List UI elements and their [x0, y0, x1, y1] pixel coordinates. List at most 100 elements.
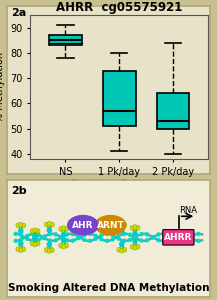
Circle shape	[146, 233, 148, 236]
Circle shape	[36, 229, 40, 233]
PathPatch shape	[49, 35, 82, 45]
Circle shape	[100, 238, 103, 241]
Ellipse shape	[95, 216, 126, 235]
Circle shape	[169, 235, 171, 238]
Circle shape	[191, 234, 194, 237]
Text: AHRR: AHRR	[164, 233, 192, 242]
Circle shape	[59, 226, 63, 231]
Circle shape	[130, 244, 134, 249]
Circle shape	[71, 239, 74, 242]
Circle shape	[197, 232, 200, 235]
Circle shape	[157, 233, 160, 236]
Circle shape	[157, 238, 160, 242]
Circle shape	[117, 237, 120, 240]
Circle shape	[123, 232, 125, 236]
Circle shape	[47, 228, 51, 232]
Circle shape	[62, 238, 66, 242]
Circle shape	[134, 235, 137, 238]
Circle shape	[174, 233, 177, 236]
Circle shape	[19, 222, 23, 227]
Circle shape	[89, 239, 91, 242]
Circle shape	[136, 226, 140, 230]
Circle shape	[44, 222, 49, 227]
Circle shape	[62, 244, 66, 249]
Text: 2b: 2b	[12, 186, 27, 196]
Text: RNA: RNA	[179, 206, 197, 214]
Circle shape	[169, 237, 171, 240]
PathPatch shape	[157, 93, 189, 129]
Y-axis label: % Methylation: % Methylation	[0, 52, 5, 122]
FancyBboxPatch shape	[163, 230, 194, 245]
Circle shape	[77, 235, 80, 238]
Circle shape	[146, 239, 148, 242]
Circle shape	[31, 232, 34, 236]
Title: AHRR  cg05575921: AHRR cg05575921	[56, 1, 182, 14]
Circle shape	[140, 232, 143, 236]
Circle shape	[66, 233, 68, 236]
Circle shape	[129, 233, 131, 236]
Circle shape	[123, 248, 127, 252]
Circle shape	[191, 238, 194, 241]
Circle shape	[117, 235, 120, 238]
Circle shape	[62, 226, 66, 230]
Circle shape	[16, 223, 20, 228]
Circle shape	[83, 233, 85, 236]
Circle shape	[100, 234, 103, 237]
Circle shape	[180, 232, 183, 236]
Circle shape	[94, 234, 97, 237]
Circle shape	[16, 247, 20, 252]
Circle shape	[106, 239, 108, 242]
Circle shape	[112, 238, 114, 241]
Circle shape	[89, 232, 91, 236]
Circle shape	[133, 245, 137, 250]
Circle shape	[22, 223, 26, 228]
Circle shape	[117, 223, 121, 227]
Circle shape	[26, 235, 28, 238]
Circle shape	[136, 244, 140, 249]
Text: ARNT: ARNT	[97, 221, 124, 230]
Text: 2a: 2a	[11, 8, 26, 17]
Circle shape	[186, 237, 188, 240]
Circle shape	[66, 239, 68, 242]
Circle shape	[50, 248, 54, 252]
Circle shape	[19, 248, 23, 252]
Circle shape	[133, 225, 137, 229]
Circle shape	[123, 239, 125, 242]
Circle shape	[37, 233, 40, 236]
Circle shape	[43, 235, 46, 238]
Circle shape	[77, 236, 80, 240]
Circle shape	[130, 226, 134, 230]
Circle shape	[112, 234, 114, 237]
Text: AHR: AHR	[72, 221, 94, 230]
Circle shape	[123, 223, 127, 227]
Circle shape	[140, 239, 143, 242]
Circle shape	[94, 237, 97, 240]
Circle shape	[71, 232, 74, 236]
Circle shape	[117, 248, 121, 252]
Circle shape	[30, 241, 34, 246]
Circle shape	[134, 236, 137, 239]
Circle shape	[129, 238, 131, 242]
Circle shape	[120, 222, 124, 226]
Circle shape	[197, 239, 200, 242]
Circle shape	[106, 232, 108, 235]
Ellipse shape	[68, 216, 98, 235]
Circle shape	[36, 241, 40, 246]
Circle shape	[54, 233, 57, 236]
Circle shape	[47, 242, 51, 247]
Circle shape	[14, 232, 17, 235]
Circle shape	[133, 231, 137, 236]
Circle shape	[54, 239, 57, 242]
Circle shape	[60, 236, 63, 239]
Circle shape	[186, 234, 188, 237]
Text: Smoking Altered DNA Methylation: Smoking Altered DNA Methylation	[8, 283, 209, 293]
Circle shape	[59, 243, 63, 248]
Circle shape	[163, 232, 166, 236]
PathPatch shape	[103, 70, 136, 126]
Circle shape	[20, 238, 23, 241]
Circle shape	[163, 239, 166, 242]
Circle shape	[64, 243, 69, 248]
X-axis label: Smoking Category: Smoking Category	[71, 179, 168, 189]
Circle shape	[30, 229, 34, 233]
Circle shape	[20, 234, 23, 237]
